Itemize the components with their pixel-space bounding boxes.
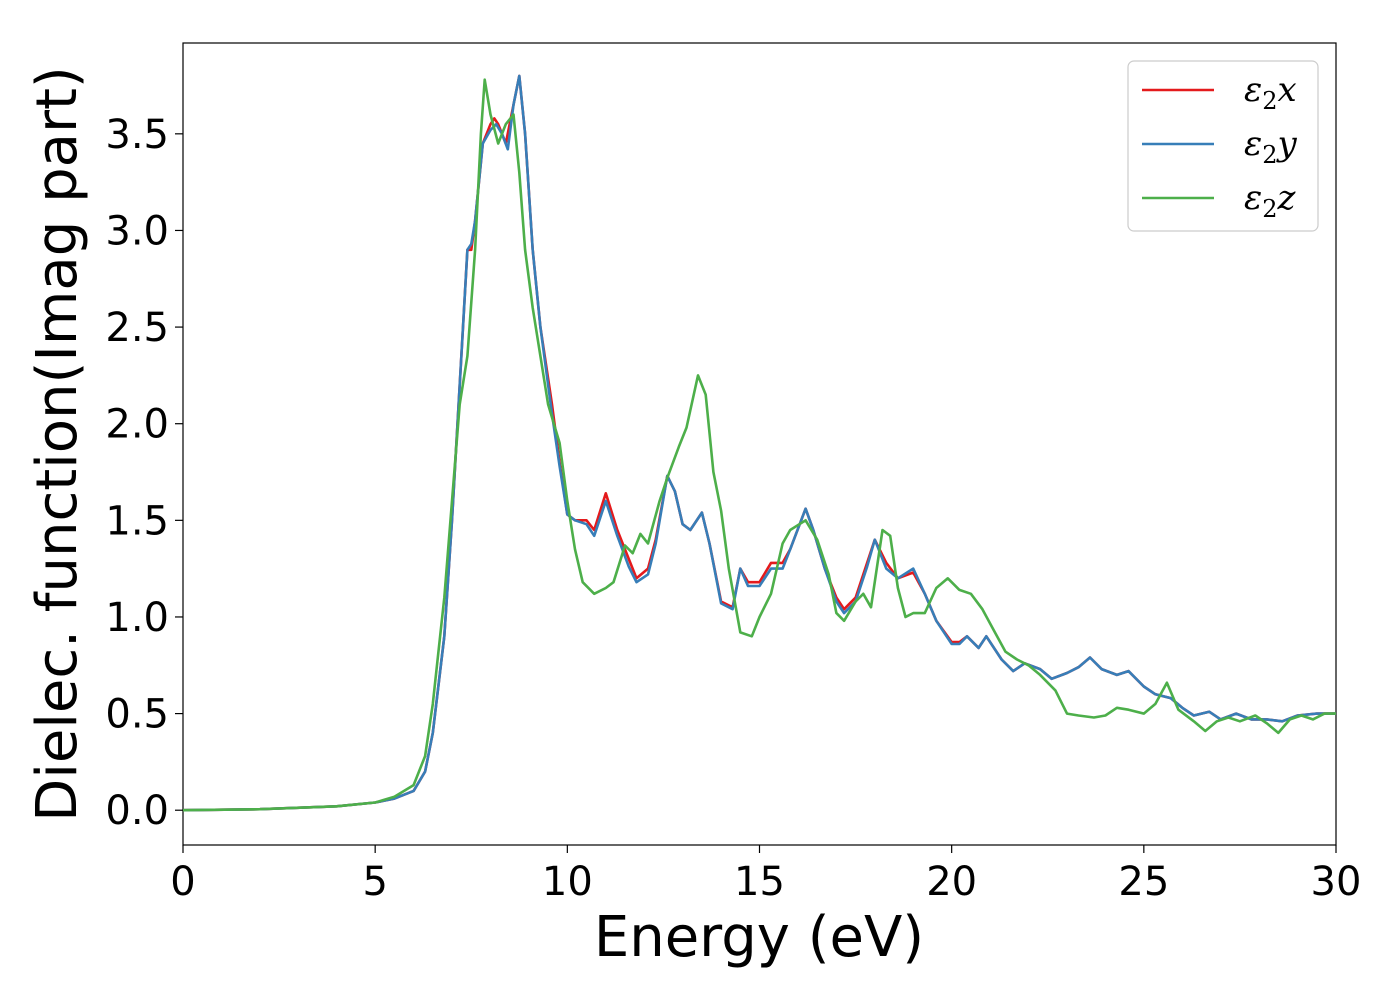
legend-suffix: z	[1277, 178, 1297, 218]
y-tick-label: 3.5	[105, 112, 169, 158]
y-axis-title: Dielec. function(Imag part)	[25, 66, 90, 822]
y-tick-label: 1.0	[105, 595, 169, 641]
x-tick-label: 5	[362, 859, 387, 905]
series-line-y	[183, 74, 1336, 812]
legend-label-z: ε2z	[1244, 178, 1297, 223]
series-layer	[183, 74, 1336, 812]
legend-suffix: x	[1278, 70, 1297, 110]
legend-suffix: y	[1276, 124, 1298, 164]
legend-symbol: ε	[1244, 178, 1262, 218]
x-tick-label: 20	[926, 859, 977, 905]
y-tick-label: 0.5	[105, 692, 169, 738]
legend-subscript: 2	[1262, 195, 1277, 223]
y-tick-label: 1.5	[105, 498, 169, 544]
legend-label-y: ε2y	[1244, 124, 1298, 169]
series-line-z	[183, 78, 1336, 812]
y-tick-label: 3.0	[105, 208, 169, 254]
x-tick-label: 25	[1118, 859, 1169, 905]
legend-subscript: 2	[1262, 141, 1277, 169]
x-tick-label: 30	[1311, 859, 1362, 905]
x-tick-label: 10	[542, 859, 593, 905]
y-axis-ticks: 0.0 0.5 1.0 1.5 2.0 2.5 3.0 3.5	[105, 112, 183, 834]
x-tick-label: 0	[170, 859, 195, 905]
legend-symbol: ε	[1244, 70, 1262, 110]
y-tick-label: 2.0	[105, 402, 169, 448]
legend-label-x: ε2x	[1244, 70, 1297, 115]
x-tick-label: 15	[734, 859, 785, 905]
legend-symbol: ε	[1244, 124, 1262, 164]
legend-subscript: 2	[1262, 87, 1277, 115]
legend-box	[1127, 60, 1319, 232]
x-axis-title: Energy (eV)	[594, 905, 924, 970]
y-tick-label: 0.0	[105, 788, 169, 834]
y-tick-label: 2.5	[105, 305, 169, 351]
x-axis-ticks: 0 5 10 15 20 25 30	[170, 845, 1361, 905]
